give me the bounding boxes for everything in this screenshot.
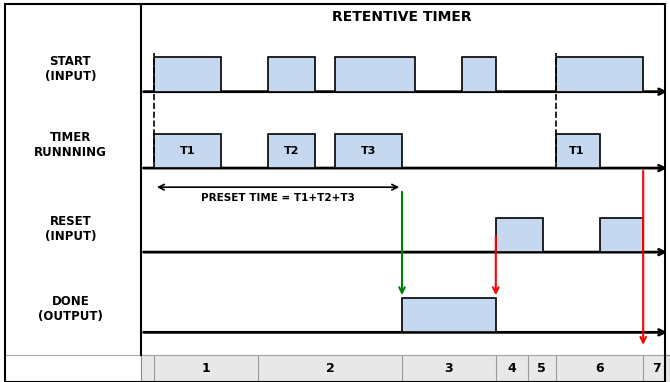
Bar — [268, 134, 315, 168]
Bar — [556, 134, 600, 168]
Text: 6: 6 — [596, 362, 604, 375]
Text: T1: T1 — [568, 146, 584, 156]
Bar — [154, 134, 221, 168]
Text: T2: T2 — [283, 146, 299, 156]
Text: RETENTIVE TIMER: RETENTIVE TIMER — [332, 10, 472, 24]
Text: 5: 5 — [537, 362, 546, 375]
Bar — [141, 355, 670, 382]
Text: T3: T3 — [361, 146, 376, 156]
Bar — [335, 134, 402, 168]
Text: 7: 7 — [652, 362, 661, 375]
Bar — [268, 57, 315, 92]
Bar — [402, 298, 496, 332]
Text: START
(INPUT): START (INPUT) — [45, 55, 96, 83]
Text: RESET
(INPUT): RESET (INPUT) — [45, 215, 96, 243]
Bar — [154, 57, 221, 92]
Text: 4: 4 — [507, 362, 516, 375]
Text: 3: 3 — [445, 362, 453, 375]
Text: DONE
(OUTPUT): DONE (OUTPUT) — [38, 295, 103, 324]
Bar — [335, 57, 415, 92]
Bar — [462, 57, 496, 92]
Text: PRESET TIME = T1+T2+T3: PRESET TIME = T1+T2+T3 — [201, 193, 355, 203]
Bar — [556, 57, 643, 92]
Bar — [496, 218, 543, 252]
Text: 2: 2 — [326, 362, 334, 375]
Text: TIMER
RUNNNING: TIMER RUNNNING — [34, 131, 107, 159]
Text: 1: 1 — [202, 362, 210, 375]
Text: T1: T1 — [180, 146, 196, 156]
Bar — [600, 218, 643, 252]
